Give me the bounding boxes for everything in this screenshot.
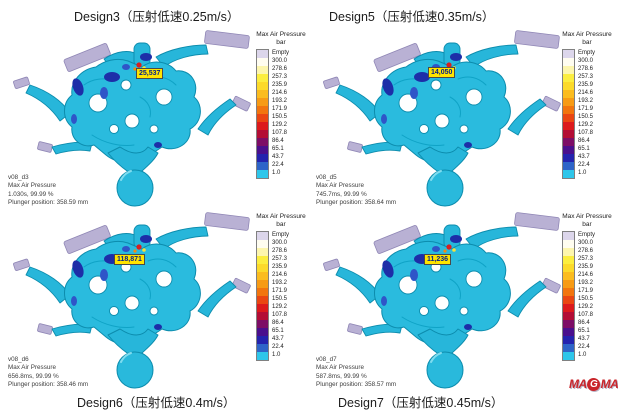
panel-title-design6: Design6（压射低速0.4m/s） xyxy=(77,396,236,410)
colorbar-labels: Empty 300.0 278.6 257.3 235.9 214.6 193.2 171.9… xyxy=(578,50,596,177)
colorbar-labels: Empty 300.0 278.6 257.3 235.9 214.6 193.2 171.9… xyxy=(272,50,290,177)
panel-title-design7: Design7（压射低速0.45m/s） xyxy=(338,396,504,410)
plunger-position: Plunger position: 358.64 mm xyxy=(316,198,397,206)
result-time: 745.7ms, 99.99 % xyxy=(316,190,367,198)
result-type: Max Air Pressure xyxy=(316,182,364,190)
colorbar-cells xyxy=(562,49,575,180)
magma-logo-text: MA xyxy=(569,377,587,391)
panel-title-design3: Design3（压射低速0.25m/s） xyxy=(74,10,240,24)
model-name: v08_d6 xyxy=(8,356,29,363)
model-name: v08_d7 xyxy=(316,356,337,363)
result-type: Max Air Pressure xyxy=(8,182,56,190)
legend-title: Max Air Pressure xyxy=(562,213,612,220)
result-type: Max Air Pressure xyxy=(316,364,364,372)
model-name: v08_d5 xyxy=(316,174,337,181)
legend-unit: bar xyxy=(276,39,286,47)
legend-title: Max Air Pressure xyxy=(256,213,306,220)
plunger-position: Plunger position: 358.59 mm xyxy=(8,198,89,206)
result-time: 587.8ms, 99.99 % xyxy=(316,372,367,380)
result-time: 1.030s, 99.99 % xyxy=(8,190,54,198)
max-pressure-callout-design7: 11,236 xyxy=(424,254,452,265)
max-pressure-callout-design3: 25,537 xyxy=(136,68,164,79)
model-name: v08_d3 xyxy=(8,174,29,181)
pressure-legend-design3: Max Air Pressure bar Empty 300.0 278.6 257.… xyxy=(252,31,310,180)
pressure-legend-design5: Max Air Pressure bar Empty 300.0 278.6 257.… xyxy=(558,31,616,180)
colorbar-cells xyxy=(562,231,575,362)
panel-design5: Design5（压射低速0.35m/s） 14,050 Max Air Pres… xyxy=(309,0,618,209)
legend-unit: bar xyxy=(276,221,286,229)
pressure-colorbar: Empty 300.0 278.6 257.3 235.9 214.6 193.2 171.9… xyxy=(256,49,310,180)
panel-design6: 118,871 Max Air Pressure bar Empty 300.0 2… xyxy=(0,209,309,418)
pressure-colorbar: Empty 300.0 278.6 257.3 235.9 214.6 193.2 171.9… xyxy=(256,231,310,362)
colorbar-labels: Empty 300.0 278.6 257.3 235.9 214.6 193.2 171.9… xyxy=(272,232,290,359)
result-info-design7: v08_d7 Max Air Pressure 587.8ms, 99.99 %… xyxy=(316,356,396,389)
legend-title: Max Air Pressure xyxy=(256,31,306,38)
result-info-design5: v08_d5 Max Air Pressure 745.7ms, 99.99 %… xyxy=(316,174,396,207)
magma-logo-text: MA xyxy=(600,377,618,391)
magma-logo-g-icon: G xyxy=(587,377,601,391)
panel-design7: 11,236 Max Air Pressure bar Empty 300.0 27… xyxy=(309,209,618,418)
pressure-legend-design7: Max Air Pressure bar Empty 300.0 278.6 257.… xyxy=(558,213,616,362)
pressure-colorbar: Empty 300.0 278.6 257.3 235.9 214.6 193.2 171.9… xyxy=(562,49,616,180)
max-pressure-callout-design6: 118,871 xyxy=(114,254,145,265)
result-info-design3: v08_d3 Max Air Pressure 1.030s, 99.99 % … xyxy=(8,174,88,207)
result-info-design6: v08_d6 Max Air Pressure 656.8ms, 99.99 %… xyxy=(8,356,88,389)
magma-logo: MA G MA xyxy=(569,377,618,391)
panel-design3: Design3（压射低速0.25m/s） 25,537 Max Air Pres… xyxy=(0,0,309,209)
pressure-colorbar: Empty 300.0 278.6 257.3 235.9 214.6 193.2 171.9… xyxy=(562,231,616,362)
result-time: 656.8ms, 99.99 % xyxy=(8,372,59,380)
colorbar-cells xyxy=(256,231,269,362)
plunger-position: Plunger position: 358.57 mm xyxy=(316,380,397,388)
legend-unit: bar xyxy=(582,39,592,47)
pressure-legend-design6: Max Air Pressure bar Empty 300.0 278.6 257.… xyxy=(252,213,310,362)
result-type: Max Air Pressure xyxy=(8,364,56,372)
max-pressure-callout-design5: 14,050 xyxy=(428,67,456,78)
legend-title: Max Air Pressure xyxy=(562,31,612,38)
plunger-position: Plunger position: 358.46 mm xyxy=(8,380,89,388)
legend-unit: bar xyxy=(582,221,592,229)
colorbar-labels: Empty 300.0 278.6 257.3 235.9 214.6 193.2 171.9… xyxy=(578,232,596,359)
colorbar-cells xyxy=(256,49,269,180)
panel-title-design5: Design5（压射低速0.35m/s） xyxy=(329,10,495,24)
